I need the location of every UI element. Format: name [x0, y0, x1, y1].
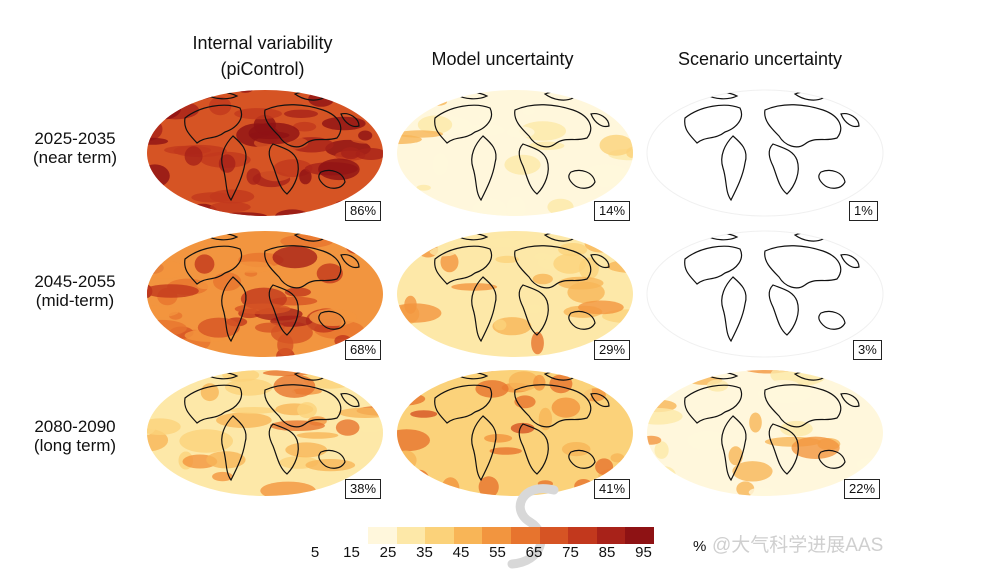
colorbar-swatch [568, 527, 597, 544]
colorbar-tick-label: 45 [452, 544, 470, 561]
column-title-line1: Internal variability [192, 33, 333, 53]
percent-box-mid-internal: 68% [345, 340, 382, 360]
colorbar-swatch [539, 527, 569, 544]
map-panel-mid-model [395, 229, 635, 359]
percent-box-near-internal: 86% [345, 201, 382, 221]
row-label-mid-term: 2045-2055 (mid-term) [10, 272, 140, 310]
row-term: (long term) [33, 436, 117, 455]
colorbar-tick-label: 85 [598, 544, 616, 561]
percent-box-long-model: 41% [594, 479, 631, 499]
row-label-long-term: 2080-2090 (long term) [10, 417, 140, 455]
row-label-near-term: 2025-2035 (near term) [10, 129, 140, 167]
colorbar-unit: % [693, 538, 707, 555]
map-panel-near-model [395, 88, 635, 218]
map-panel-near-internal [145, 88, 385, 218]
colorbar-swatch [510, 527, 540, 544]
map-panel-mid-internal [145, 229, 385, 359]
colorbar-tick-label: 35 [416, 544, 433, 561]
colorbar-tick-label: 15 [343, 544, 360, 561]
column-title-internal-variability: Internal variability (piControl) [150, 30, 375, 82]
row-period: 2045-2055 [34, 272, 116, 291]
colorbar-swatch [482, 527, 511, 544]
column-title-model-uncertainty: Model uncertainty [395, 46, 610, 72]
colorbar-tick-label: 5 [310, 544, 320, 561]
colorbar-tick-label: 75 [562, 544, 579, 561]
percent-box-near-scenario: 1% [849, 201, 878, 221]
percent-box-mid-scenario: 3% [853, 340, 882, 360]
watermark-s-shape [507, 484, 559, 569]
watermark-text: @大气科学进展AAS [712, 535, 884, 556]
colorbar-swatch [453, 527, 483, 544]
map-panel-long-internal [145, 368, 385, 498]
colorbar-swatch [425, 527, 454, 544]
colorbar-tick-label: 95 [635, 544, 652, 561]
column-title-line1: Scenario uncertainty [677, 49, 843, 69]
colorbar-swatch [396, 527, 426, 544]
map-panel-long-scenario [645, 368, 885, 498]
colorbar-tick-label: 25 [379, 544, 397, 561]
row-period: 2080-2090 [34, 417, 116, 436]
colorbar-swatch [596, 527, 626, 544]
column-title-line1: Model uncertainty [431, 49, 574, 69]
colorbar-swatch [625, 527, 654, 544]
row-term: (mid-term) [35, 291, 115, 310]
colorbar-tick-label: 55 [489, 544, 506, 561]
percent-box-mid-model: 29% [594, 340, 631, 360]
row-period: 2025-2035 [34, 129, 116, 148]
colorbar [368, 527, 654, 544]
percent-box-long-scenario: 22% [844, 479, 881, 499]
percent-box-long-internal: 38% [345, 479, 382, 499]
percent-box-near-model: 14% [594, 201, 631, 221]
colorbar-tick-label: 65 [525, 544, 543, 561]
column-title-scenario-uncertainty: Scenario uncertainty [645, 46, 875, 72]
map-panel-near-scenario [645, 88, 885, 218]
colorbar-swatch [368, 527, 397, 544]
map-panel-long-model [395, 368, 635, 498]
map-panel-mid-scenario [645, 229, 885, 359]
row-term: (near term) [32, 148, 118, 167]
column-title-line2: (piControl) [220, 59, 305, 79]
